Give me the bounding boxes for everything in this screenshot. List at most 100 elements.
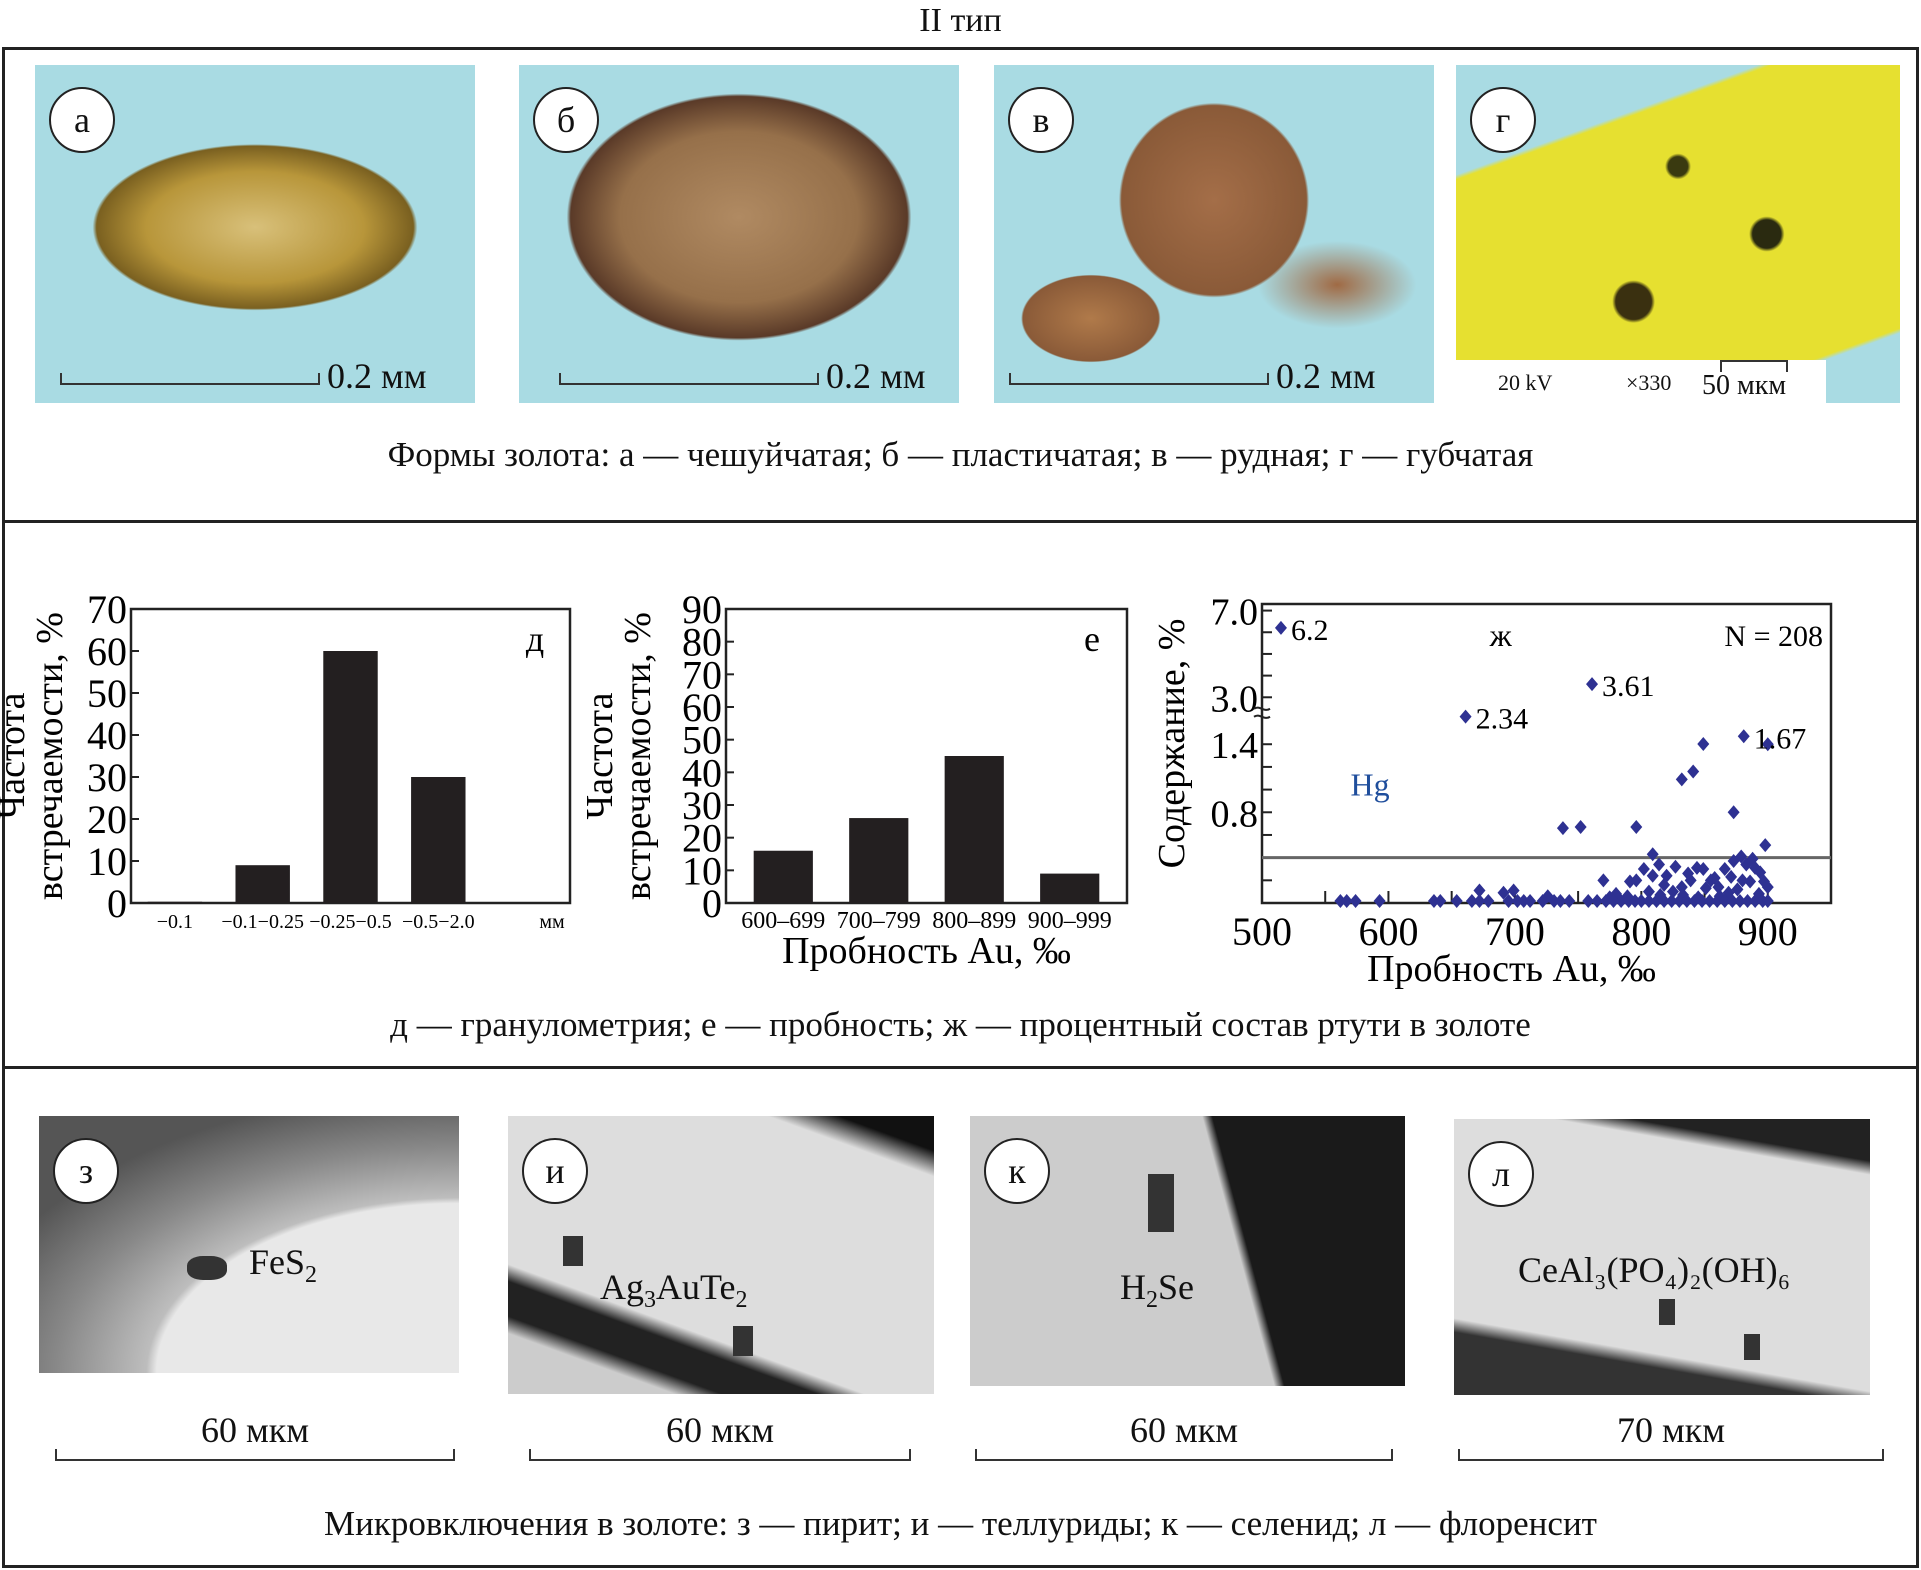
voltage-label: 20 kV [1498, 370, 1553, 395]
data-point [1536, 894, 1549, 908]
y-tick-label: 30 [87, 755, 127, 800]
y-tick-label: 0 [702, 881, 722, 926]
bar [944, 756, 1004, 903]
y-tick-label: 1.4 [1211, 725, 1259, 767]
data-point [1736, 873, 1749, 888]
scale-label: 70 мкм [1616, 1410, 1726, 1450]
data-point [1669, 859, 1682, 874]
data-point [1744, 874, 1757, 889]
bar [235, 865, 290, 903]
data-point [1507, 883, 1520, 898]
data-point [1761, 894, 1774, 908]
data-point [1563, 894, 1576, 908]
scale-bar [529, 1449, 911, 1461]
data-point [1653, 857, 1666, 872]
x-tick-label: 900 [1738, 909, 1798, 954]
data-point [1658, 877, 1671, 892]
sem-photo-florencite: л CeAl₃(PO₄)₂(OH)₆ [1454, 1119, 1870, 1395]
data-label: 1.67 [1754, 722, 1807, 755]
x-tick-label: 700–799 [837, 908, 921, 934]
y-tick-label: 60 [682, 685, 722, 730]
data-point [1650, 894, 1663, 908]
data-point [1548, 894, 1561, 908]
data-point [1711, 894, 1724, 908]
data-point [1497, 885, 1510, 900]
panel-label: з [53, 1138, 119, 1204]
panel-label: е [1084, 619, 1100, 659]
data-point [1737, 729, 1750, 744]
data-point [1696, 894, 1709, 908]
data-point [1731, 882, 1744, 897]
data-point [1761, 737, 1774, 752]
data-point [1591, 894, 1604, 908]
y-axis-label: Частотавстречаемости, % [579, 612, 659, 900]
x-tick-label: −0.5−2.0 [402, 911, 475, 933]
data-point [1666, 884, 1679, 899]
data-point [1688, 894, 1701, 908]
scale-bar [55, 1449, 455, 1461]
photo-platy-gold: б 0.2 мм [519, 65, 959, 403]
scale-label: 0.2 мм [826, 356, 926, 396]
scale-label: 50 мкм [1702, 370, 1787, 401]
data-point [1582, 894, 1595, 908]
scale-label: 60 мкм [200, 1410, 310, 1450]
data-point [1658, 894, 1671, 908]
data-point [1630, 873, 1643, 888]
inclusions-panel: з FeS2 и Ag3AuTe2 к H2Se л CeAl₃(PO₄)₂(O… [2, 1066, 1919, 1568]
y-tick-label: 7.0 [1211, 592, 1259, 634]
inclusion-grain [733, 1326, 753, 1356]
data-point [1373, 894, 1386, 908]
y-axis-label: Содержание, % [1151, 619, 1193, 869]
panel-label: а [49, 87, 115, 153]
x-tick-label: 800–899 [932, 908, 1016, 934]
y-tick-label: 70 [87, 587, 127, 632]
bar [1040, 873, 1100, 903]
data-point [1334, 894, 1347, 908]
bar [753, 850, 813, 903]
panel-label: г [1470, 87, 1536, 153]
scale-bar [1009, 373, 1269, 385]
data-point [1482, 894, 1495, 908]
x-tick-label: 700 [1485, 909, 1545, 954]
x-tick-label: 600–699 [741, 908, 825, 934]
data-point [1607, 894, 1620, 908]
data-point [1502, 894, 1515, 908]
scale-label: 60 мкм [665, 1410, 775, 1450]
data-point [1630, 820, 1643, 835]
charts-caption: д — гранулометрия; е — пробность; ж — пр… [390, 1005, 1531, 1044]
data-point [1340, 894, 1353, 908]
data-point [1465, 894, 1478, 908]
forms-caption: Формы золота: а — чешуйчатая; б — пласти… [387, 435, 1534, 474]
panel-label: ж [1489, 617, 1513, 653]
y-tick-label: 20 [682, 816, 722, 861]
sem-photo-selenide: к H2Se [970, 1116, 1405, 1386]
y-tick-label: 70 [682, 652, 722, 697]
x-tick-label: 900–999 [1028, 908, 1112, 934]
data-point [1517, 894, 1530, 908]
scale-label: 60 мкм [1129, 1410, 1239, 1450]
photo-spongy-gold: г 20 kV ×330 50 мкм [1456, 65, 1900, 403]
data-point [1703, 894, 1716, 908]
photo-ore-gold: в 0.2 мм [994, 65, 1434, 403]
data-point [1586, 677, 1599, 692]
data-point [1511, 894, 1524, 908]
y-tick-label: 10 [87, 839, 127, 884]
data-point [1726, 894, 1739, 908]
n-label: N = 208 [1724, 620, 1823, 653]
data-point [1708, 871, 1721, 886]
scale-bar [975, 1449, 1393, 1461]
data-point [1637, 861, 1650, 876]
data-point [1646, 868, 1659, 883]
x-tick-label: −0.25−0.5 [309, 911, 392, 933]
data-point [1718, 861, 1731, 876]
inclusion-grain [1659, 1299, 1675, 1325]
magnification-label: ×330 [1626, 370, 1672, 395]
data-point [1749, 894, 1762, 908]
x-unit-label: мм [539, 911, 565, 933]
scale-bar [559, 373, 819, 385]
charts-panel: 0 10 20 30 40 50 60 70 −0.1 −0.1−0.25 −0.25−0.5 −0.… [0, 520, 1919, 1069]
data-label: 6.2 [1291, 614, 1329, 647]
axis-break-icon [1253, 706, 1271, 719]
y-tick-label: 80 [682, 620, 722, 665]
